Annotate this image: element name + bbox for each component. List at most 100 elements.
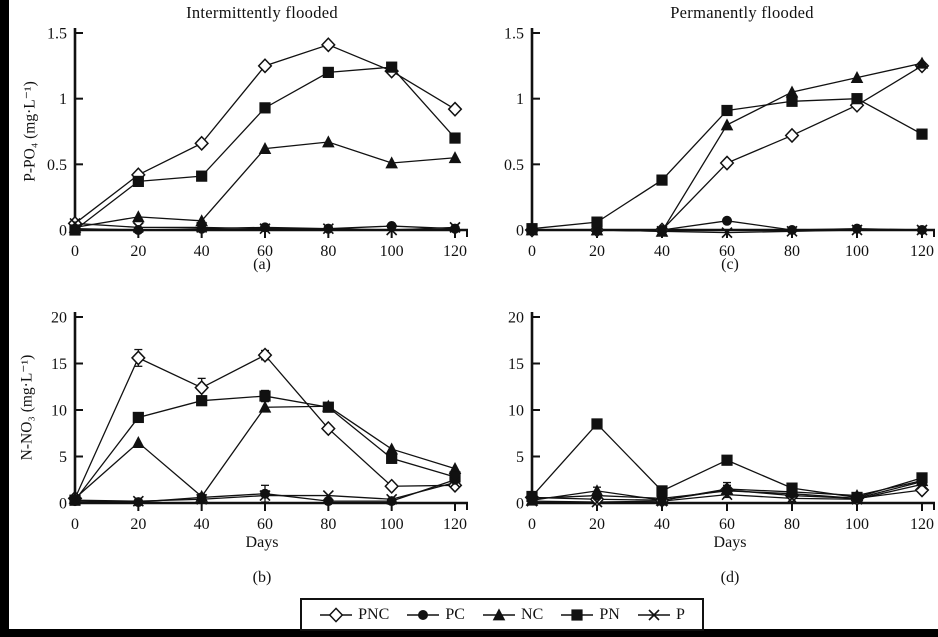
x-tick-label: 60 bbox=[719, 243, 735, 260]
legend-marker-x-cross bbox=[637, 608, 670, 621]
circle-marker bbox=[386, 496, 397, 507]
square-marker bbox=[132, 411, 144, 424]
diamond-open-marker bbox=[320, 37, 336, 53]
series-markers-P bbox=[526, 224, 928, 239]
triangle-marker bbox=[132, 210, 145, 223]
series-markers-NC bbox=[525, 56, 929, 237]
square-marker bbox=[656, 174, 668, 186]
square-marker bbox=[851, 93, 863, 105]
legend-label: NC bbox=[521, 605, 544, 623]
legend-item-PC: PC bbox=[406, 606, 465, 624]
y-tick-label: 0 bbox=[516, 223, 524, 240]
y-tick-label: 10 bbox=[51, 403, 67, 420]
diamond-open-marker bbox=[784, 127, 800, 144]
square-marker bbox=[259, 390, 271, 402]
diamond-open-marker bbox=[328, 606, 344, 623]
x-tick-label: 0 bbox=[528, 243, 536, 260]
triangle-marker bbox=[492, 607, 506, 620]
triangle-marker bbox=[195, 489, 208, 502]
circle-marker bbox=[260, 488, 270, 499]
square-marker bbox=[526, 490, 538, 503]
column-title-intermittently-flooded: Intermittently flooded bbox=[186, 3, 338, 22]
diamond-open-marker bbox=[257, 58, 273, 74]
triangle-marker bbox=[590, 484, 604, 497]
x-tick-label: 0 bbox=[528, 516, 536, 533]
triangle-marker bbox=[132, 435, 145, 448]
legend-marker-diamond-open bbox=[320, 606, 353, 623]
square-marker bbox=[591, 216, 603, 228]
y-tick-label: 20 bbox=[508, 310, 524, 327]
y-tick-label: 15 bbox=[51, 356, 67, 373]
legend-item-PN: PN bbox=[560, 605, 620, 624]
x-tick-label: 120 bbox=[910, 516, 934, 533]
legend-item-P: P bbox=[637, 606, 685, 624]
diamond-open-marker bbox=[719, 155, 735, 171]
triangle-marker bbox=[720, 118, 734, 131]
series-markers-P bbox=[526, 478, 928, 508]
y-tick-label: 5 bbox=[516, 449, 524, 466]
series-NC bbox=[74, 141, 456, 229]
x-tick-label: 0 bbox=[71, 516, 79, 533]
x-tick-label: 40 bbox=[654, 243, 670, 260]
square-marker bbox=[591, 418, 603, 430]
square-marker bbox=[132, 175, 144, 188]
legend-label: PC bbox=[445, 605, 465, 623]
triangle-marker bbox=[655, 493, 669, 506]
legend-marker-circle-filled bbox=[407, 609, 440, 620]
series-PNC bbox=[532, 65, 923, 231]
triangle-marker bbox=[785, 85, 799, 98]
series-markers-PNC bbox=[524, 58, 930, 238]
legend-item-NC: NC bbox=[482, 606, 543, 624]
triangle-marker bbox=[850, 71, 864, 84]
y-tick-label: 0.5 bbox=[47, 157, 67, 174]
diamond-open-marker bbox=[384, 478, 400, 494]
y-tick-label: 1.5 bbox=[47, 26, 67, 43]
square-marker bbox=[786, 95, 798, 107]
panel-label-c: (c) bbox=[721, 256, 739, 273]
chart-panel-b-nno3-intermittent: 0 5 10 15 20 0 20 40 60 80 100 120 bbox=[51, 310, 468, 533]
legend-label: PN bbox=[599, 605, 620, 623]
column-title-permanently-flooded: Permanently flooded bbox=[670, 3, 814, 22]
circle-marker bbox=[260, 222, 270, 233]
legend-marker-square-filled bbox=[561, 608, 594, 621]
x-tick-label: 40 bbox=[194, 516, 210, 533]
legend-box: PNC PC NC PN P bbox=[300, 598, 704, 631]
triangle-marker bbox=[258, 141, 272, 154]
y-tick-label: 1.5 bbox=[504, 26, 524, 43]
series-markers-NC bbox=[68, 135, 462, 233]
y-tick-label: 0.5 bbox=[504, 157, 524, 174]
x-tick-label: 120 bbox=[910, 243, 934, 260]
x-tick-label: 20 bbox=[130, 516, 146, 533]
panel-label-a: (a) bbox=[253, 256, 271, 273]
x-tick-label: 20 bbox=[589, 516, 605, 533]
square-marker bbox=[322, 66, 334, 78]
series-NC bbox=[532, 62, 923, 232]
axes: 0 5 10 15 20 0 20 40 60 80 100 120 bbox=[51, 310, 468, 533]
x-axis-label-days-left: Days bbox=[245, 534, 279, 551]
triangle-marker bbox=[258, 400, 272, 413]
y-tick-label: 10 bbox=[508, 403, 524, 420]
x-axis-label-days-right: Days bbox=[713, 534, 747, 551]
x-tick-label: 120 bbox=[443, 243, 467, 260]
triangle-marker bbox=[915, 56, 929, 69]
diamond-open-marker bbox=[130, 350, 146, 366]
square-marker bbox=[721, 104, 733, 117]
series-markers-P bbox=[69, 476, 461, 507]
x-tick-label: 60 bbox=[257, 516, 273, 533]
x-tick-label: 100 bbox=[380, 516, 404, 533]
x-tick-label: 80 bbox=[320, 516, 336, 533]
square-marker bbox=[916, 472, 928, 484]
y-tick-label: 5 bbox=[59, 449, 67, 466]
x-tick-label: 100 bbox=[845, 243, 869, 260]
x-tick-label: 80 bbox=[784, 243, 800, 260]
panel-label-d: (d) bbox=[720, 569, 740, 586]
square-marker bbox=[851, 491, 863, 504]
x-tick-label: 100 bbox=[845, 516, 869, 533]
x-tick-label: 60 bbox=[257, 243, 273, 260]
diamond-open-marker bbox=[320, 420, 336, 437]
series-NC bbox=[74, 405, 456, 499]
square-marker bbox=[916, 128, 928, 140]
y-tick-label: 0 bbox=[59, 496, 67, 513]
y-tick-label: 0 bbox=[59, 223, 67, 240]
x-tick-label: 100 bbox=[380, 243, 404, 260]
